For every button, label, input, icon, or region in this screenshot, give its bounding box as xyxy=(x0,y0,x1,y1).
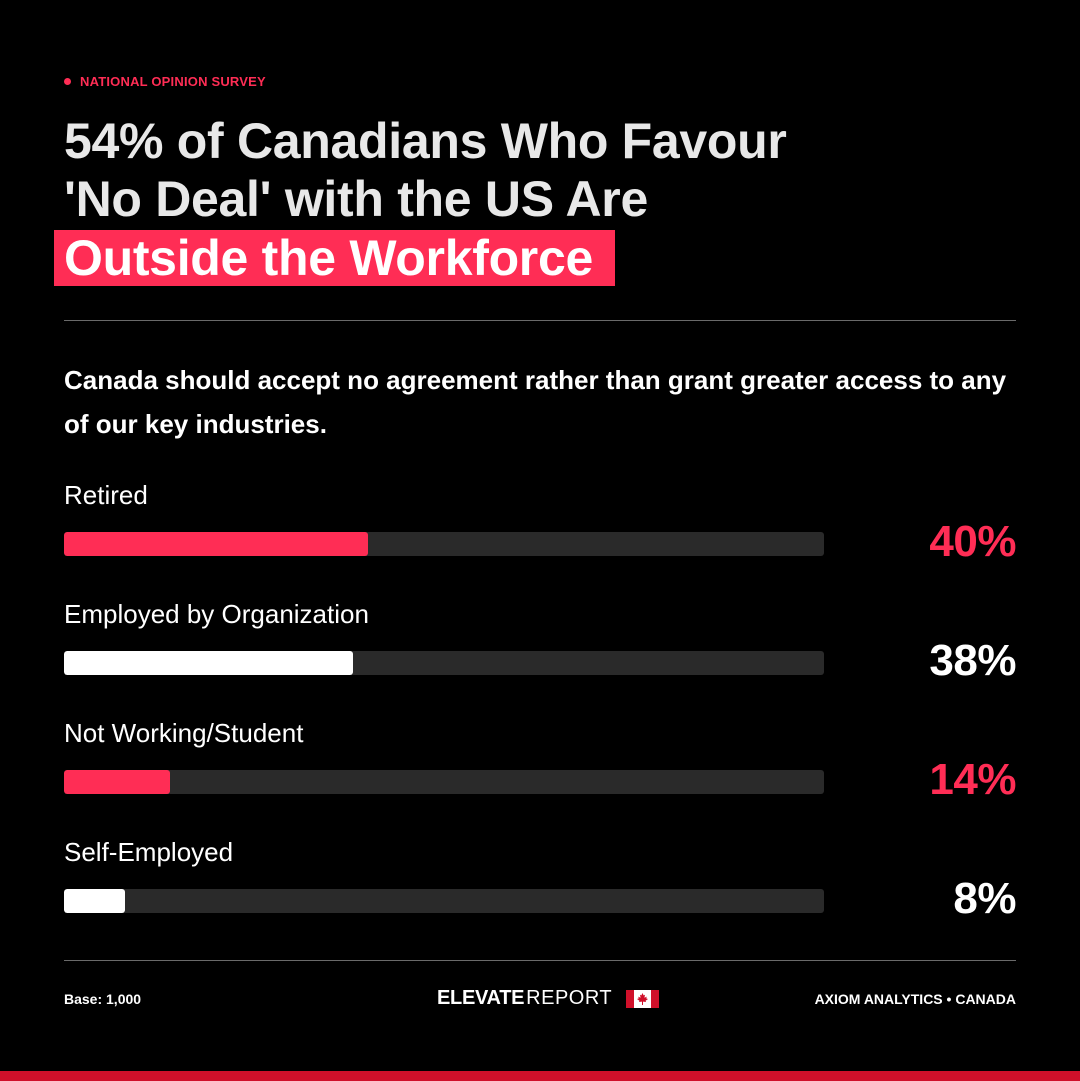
bar-value-label: 40% xyxy=(929,517,1016,566)
bar-track xyxy=(64,889,824,913)
headline-line-2: 'No Deal' with the US Are xyxy=(64,171,648,227)
flag-side-left xyxy=(626,989,635,1008)
headline-highlight: Outside the Workforce xyxy=(54,230,615,286)
headline-line-1: 54% of Canadians Who Favour xyxy=(64,113,787,169)
eyebrow: NATIONAL OPINION SURVEY xyxy=(64,74,266,89)
headline: 54% of Canadians Who Favour 'No Deal' wi… xyxy=(54,112,1024,286)
bar-label: Not Working/Student xyxy=(64,718,304,748)
bar xyxy=(64,889,125,913)
bar-label: Employed by Organization xyxy=(64,599,369,629)
source-credit: AXIOM ANALYTICS • CANADA xyxy=(814,991,1016,1007)
brand-name-light: REPORT xyxy=(526,987,613,1009)
bar-value-label: 8% xyxy=(953,874,1016,923)
bar-label: Self-Employed xyxy=(64,837,234,867)
maple-leaf-icon xyxy=(637,992,649,1005)
base-count: Base: 1,000 xyxy=(64,991,142,1007)
bar-track xyxy=(64,532,824,556)
bar-value-label: 38% xyxy=(929,636,1016,685)
bottom-divider xyxy=(64,960,1016,961)
bar-track xyxy=(64,770,824,794)
bar xyxy=(64,532,368,556)
canada-flag-icon xyxy=(626,989,660,1008)
flag-side-right xyxy=(651,989,660,1008)
top-divider xyxy=(64,320,1016,321)
survey-question: Canada should accept no agreement rather… xyxy=(64,365,1007,439)
eyebrow-dot-icon xyxy=(64,78,71,85)
brand-name-bold: ELEVATE xyxy=(437,987,525,1009)
bar xyxy=(64,651,353,675)
flag-center xyxy=(634,989,652,1008)
brand-logo: ELEVATE REPORT xyxy=(437,987,660,1010)
eyebrow-label: NATIONAL OPINION SURVEY xyxy=(80,74,266,89)
headline-highlight-wrap: Outside the Workforce xyxy=(54,230,1024,286)
bar xyxy=(64,770,171,794)
bar-track xyxy=(64,651,824,675)
bar-label: Retired xyxy=(64,480,148,510)
bar-value-label: 14% xyxy=(929,755,1016,804)
bottom-stripe xyxy=(0,1071,1080,1081)
